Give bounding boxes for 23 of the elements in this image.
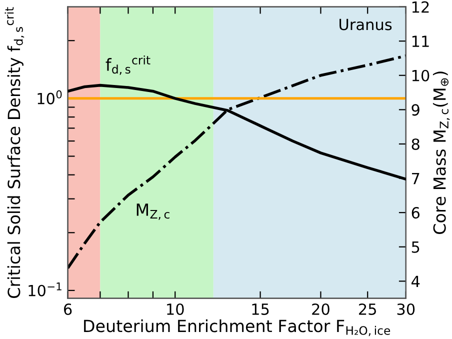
- y-axis-title: Critical Solid Surface Density f$_{d,s}$$^{crit}$: [4, 7, 24, 298]
- x-tick-label: 10: [167, 303, 184, 316]
- y-tick-label: 10$^{−1}$: [28, 282, 62, 296]
- x-tick-label: 15: [252, 304, 269, 316]
- y2-tick-label: 7: [412, 172, 420, 184]
- y2-tick-label: 12: [412, 1, 429, 13]
- y2-tick-label: 6: [412, 207, 420, 219]
- y2-tick-label: 11: [412, 36, 429, 47]
- x-tick-label: 20: [312, 303, 330, 316]
- y2-tick-label: 9: [412, 104, 420, 116]
- series-label: f$_{d,s}$$^{crit}$: [106, 55, 150, 75]
- y2-tick-label: 5: [412, 242, 420, 253]
- x-axis-title: Deuterium Enrichment Factor F$_{H₂O,ice}$: [84, 319, 390, 336]
- series-label: M$_{Z,c}$: [136, 204, 170, 220]
- y2-tick-label: 10: [412, 70, 430, 82]
- y2-tick-label: 4: [412, 276, 420, 287]
- y2-axis-title: Core Mass M$_{Z,c}$(M$_{⊕}$): [432, 72, 450, 234]
- annotation: Uranus: [340, 18, 392, 30]
- y-tick-label: 10$^{0}$: [38, 90, 62, 104]
- x-tick-label: 30: [397, 303, 415, 316]
- x-tick-label: 25: [358, 303, 376, 316]
- x-tick-label: 6: [64, 303, 72, 316]
- y2-tick-label: 8: [412, 138, 420, 150]
